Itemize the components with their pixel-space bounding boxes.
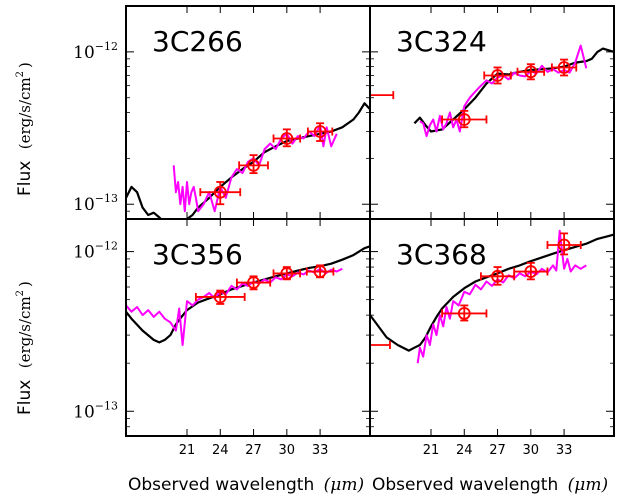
x-tick-label: 30 (523, 443, 540, 458)
panel-3C324: 3C324 (369, 5, 615, 220)
photometry-point (199, 181, 242, 206)
irs-spectrum-line (416, 229, 587, 364)
photometry-marker (557, 238, 571, 252)
model-sed-line (126, 245, 370, 344)
x-tick-label: 21 (179, 443, 196, 458)
photometry-point (194, 289, 246, 305)
photometry-marker (213, 185, 227, 199)
panel-title: 3C324 (396, 25, 487, 58)
photometry-marker (280, 132, 294, 145)
photometry-point (272, 128, 302, 148)
photometry-point (483, 66, 512, 85)
model-sed-line (370, 233, 614, 352)
panel-frame (369, 218, 615, 437)
photometry-point (238, 154, 269, 175)
panel-title: 3C266 (152, 25, 243, 58)
photometry-point (441, 109, 488, 129)
x-tick-label: 30 (279, 443, 296, 458)
photometry-point (305, 264, 335, 279)
irs-spectrum-line (126, 267, 343, 346)
x-tick-label: 24 (456, 443, 473, 458)
photometry-point (516, 63, 546, 81)
photometry-marker (524, 65, 538, 79)
x-tick-label: 21 (423, 443, 440, 458)
photometry-marker (213, 290, 227, 304)
photometry-marker (524, 265, 538, 278)
x-tick-label: 27 (245, 443, 262, 458)
panel-3C368: 21 24 27 30 33 3C368 (369, 218, 615, 458)
photometry-point (236, 275, 272, 291)
photometry-point (370, 341, 391, 350)
photometry-marker (247, 158, 260, 172)
photometry-marker (557, 61, 571, 74)
photometry-point (480, 266, 516, 286)
panel-title: 3C356 (152, 238, 243, 271)
x-tick-label: 33 (556, 443, 573, 458)
photometry-point (550, 58, 578, 77)
photometry-point (513, 261, 549, 281)
photometry-marker (313, 125, 327, 138)
panel-title: 3C368 (396, 238, 487, 271)
x-axis-title-right: Observed wavelength (μm) (372, 475, 608, 495)
y-tick-label: 10−13 (73, 192, 118, 215)
photometry-marker (457, 113, 471, 126)
photometry-point (306, 122, 334, 142)
irs-spectrum-line (172, 124, 338, 213)
y-axis-title-top: Flux (erg/s/cm2) (15, 62, 35, 196)
y-tick-label: 10−13 (73, 399, 118, 422)
x-tick-label: 24 (212, 443, 229, 458)
irs-spectrum-line (419, 44, 588, 138)
y-tick-label: 10−12 (73, 40, 118, 63)
photometry-point (441, 304, 488, 322)
panel-3C266: 10−13 10−12 3C266 (73, 5, 371, 220)
photometry-point (272, 266, 302, 281)
panel-3C356: 21 24 27 30 33 10−13 10−12 3C356 (73, 218, 371, 458)
photometry-point (546, 232, 582, 256)
y-axis-title-bottom: Flux (erg/s/cm2) (15, 281, 35, 415)
x-axis-title-left: Observed wavelength (μm) (128, 475, 364, 495)
y-tick-label: 10−12 (73, 240, 118, 263)
x-tick-label: 27 (489, 443, 506, 458)
x-tick-label: 33 (312, 443, 329, 458)
photometry-marker (491, 69, 504, 82)
photometry-marker (491, 269, 504, 283)
photometry-point (370, 91, 395, 100)
photometry-marker (280, 267, 294, 280)
photometry-marker (457, 307, 471, 320)
photometry-marker (247, 276, 260, 289)
photometry-marker (313, 265, 327, 278)
